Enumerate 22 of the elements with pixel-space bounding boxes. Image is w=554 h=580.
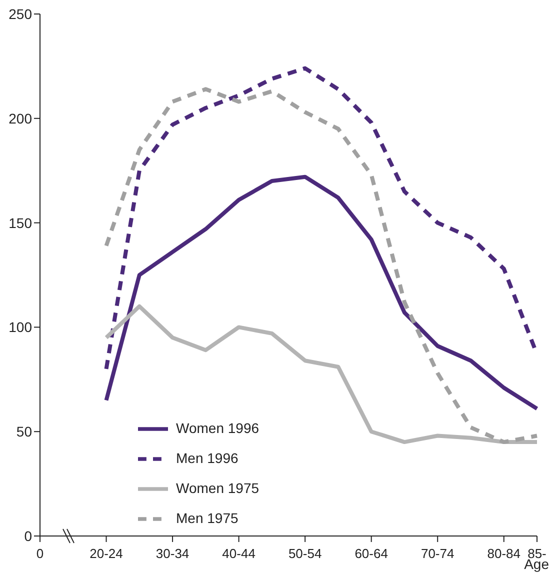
x-tick-label: 80-84	[487, 546, 520, 561]
legend-label: Women 1975	[176, 480, 260, 496]
line-series	[104, 304, 539, 444]
x-tick-label: 70-74	[420, 546, 454, 561]
y-tick-label: 0	[24, 528, 32, 544]
x-tick-label: 20-24	[90, 546, 123, 561]
legend-label: Men 1996	[176, 450, 238, 466]
y-tick-label: 150	[8, 214, 32, 231]
y-tick-label: 250	[8, 6, 32, 22]
x-tick-label: 60-64	[354, 546, 388, 561]
line-series	[104, 174, 539, 411]
legend-label: Men 1975	[176, 510, 238, 526]
x-tick-label: 0	[36, 546, 44, 561]
y-tick-label: 200	[8, 110, 32, 126]
legend-label: Women 1996	[176, 420, 260, 436]
line-series	[104, 66, 539, 371]
y-tick-label: 100	[8, 319, 32, 336]
line-series	[104, 87, 539, 444]
x-tick-label: 40-44	[222, 546, 256, 561]
x-tick-label: 30-34	[156, 546, 190, 561]
x-tick-label: 50-54	[288, 546, 322, 561]
y-tick-label: 50	[16, 424, 32, 440]
